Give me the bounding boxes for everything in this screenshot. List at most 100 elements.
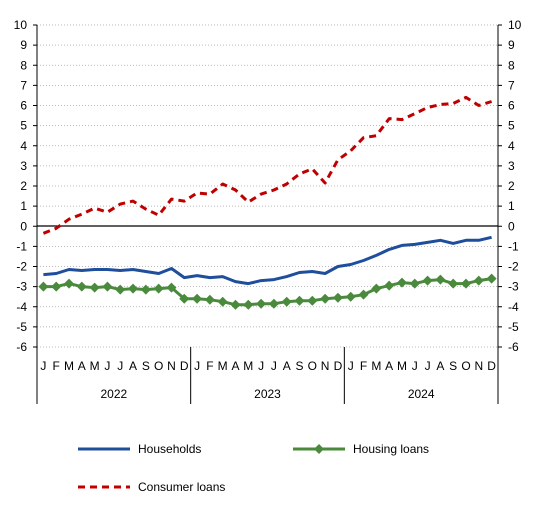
year-label: 2024 (408, 387, 435, 401)
y-tick-label-left: -1 (16, 239, 27, 253)
series-layer (38, 95, 497, 310)
housing-loans-marker (384, 280, 395, 291)
y-tick-label-right: -3 (508, 280, 519, 294)
y-tick-label-right: 0 (508, 219, 515, 233)
x-tick-label: D (487, 359, 496, 373)
legend-label-consumer-loans: Consumer loans (138, 480, 225, 494)
housing-loans-marker (204, 294, 215, 305)
x-tick-label: F (360, 359, 367, 373)
housing-loans-marker (409, 278, 420, 289)
housing-loans-marker (486, 273, 497, 284)
y-tick-label-left: 4 (20, 139, 27, 153)
y-tick-label-left: 8 (20, 58, 27, 72)
x-tick-label: M (218, 359, 228, 373)
housing-loans-marker (435, 274, 446, 285)
right-y-axis-ticks: -6 -5 -4 -3 -2 -1 0 1 2 3 4 5 6 7 8 9 10 (508, 18, 522, 354)
y-tick-label-left: 1 (20, 199, 27, 213)
x-tick-label: F (53, 359, 60, 373)
y-tick-label-left: 3 (20, 159, 27, 173)
y-tick-label-left: 6 (20, 99, 27, 113)
y-tick-label-left: 7 (20, 78, 27, 92)
housing-loans-marker (243, 299, 254, 310)
housing-loans-marker (460, 278, 471, 289)
housing-loans-marker (38, 281, 49, 292)
y-tick-label-right: 7 (508, 78, 515, 92)
y-tick-label-right: -1 (508, 239, 519, 253)
housing-loans-marker (358, 289, 369, 300)
housing-loans-marker (473, 275, 484, 286)
y-tick-label-right: 8 (508, 58, 515, 72)
y-tick-label-left: 5 (20, 119, 27, 133)
x-tick-label: J (348, 359, 354, 373)
housing-loans-marker (115, 284, 126, 295)
y-tick-label-right: 6 (508, 99, 515, 113)
legend: Households Housing loans Consumer loans (78, 442, 429, 494)
housing-loans-marker (230, 299, 241, 310)
housing-loans-line (43, 277, 492, 307)
housing-loans-marker (76, 281, 87, 292)
housing-loans-marker (64, 278, 75, 289)
housing-loans-marker (153, 283, 164, 294)
x-tick-label: J (104, 359, 110, 373)
y-tick-label-left: 2 (20, 179, 27, 193)
housing-loans-marker (128, 283, 139, 294)
x-tick-label: S (449, 359, 457, 373)
x-tick-label: O (154, 359, 163, 373)
x-tick-label: S (142, 359, 150, 373)
x-tick-label: M (64, 359, 74, 373)
y-tick-label-left: 9 (20, 38, 27, 52)
housing-loans-marker (422, 275, 433, 286)
housing-loans-marker (102, 281, 113, 292)
x-tick-label: O (461, 359, 470, 373)
x-tick-label: A (231, 359, 239, 373)
housing-loans-marker (217, 296, 228, 307)
x-tick-label: J (40, 359, 46, 373)
housing-loans-marker (294, 295, 305, 306)
x-tick-label: J (425, 359, 431, 373)
housing-loans-marker (307, 295, 318, 306)
housing-loans-marker (345, 291, 356, 302)
x-tick-label: J (271, 359, 277, 373)
y-tick-label-right: 5 (508, 119, 515, 133)
housing-loans-marker (396, 277, 407, 288)
x-tick-label: A (78, 359, 86, 373)
y-tick-label-right: -4 (508, 300, 519, 314)
x-tick-label: J (117, 359, 123, 373)
housing-loans-marker (371, 283, 382, 294)
y-tick-label-left: 10 (14, 18, 28, 32)
x-tick-label: M (243, 359, 253, 373)
y-tick-label-right: 10 (508, 18, 522, 32)
legend-marker-housing-loans (314, 444, 324, 454)
y-tick-label-left: 0 (20, 219, 27, 233)
legend-label-households: Households (138, 442, 201, 456)
y-tick-label-left: -3 (16, 280, 27, 294)
y-tick-label-right: 1 (508, 199, 515, 213)
legend-label-housing-loans: Housing loans (353, 442, 429, 456)
y-tick-label-left: -6 (16, 340, 27, 354)
axes (33, 24, 502, 404)
x-tick-label: M (397, 359, 407, 373)
housing-loans-marker (320, 293, 331, 304)
x-tick-label: M (90, 359, 100, 373)
housing-loans-marker (166, 282, 177, 293)
y-tick-label-right: 2 (508, 179, 515, 193)
x-tick-label: A (283, 359, 291, 373)
left-y-axis-ticks: -6 -5 -4 -3 -2 -1 0 1 2 3 4 5 6 7 8 9 10 (14, 18, 28, 354)
households-line (43, 235, 492, 286)
x-tick-label: A (385, 359, 393, 373)
x-tick-label: J (194, 359, 200, 373)
x-tick-label: A (129, 359, 137, 373)
y-tick-label-right: 3 (508, 159, 515, 173)
x-tick-label: D (180, 359, 189, 373)
x-tick-label: M (371, 359, 381, 373)
housing-loans-marker (51, 281, 62, 292)
consumer-loans-line (42, 95, 493, 235)
y-tick-label-right: 9 (508, 38, 515, 52)
housing-loans-marker (179, 293, 190, 304)
housing-loans-marker (448, 278, 459, 289)
x-tick-label: J (258, 359, 264, 373)
x-tick-label: D (334, 359, 343, 373)
y-tick-label-right: -6 (508, 340, 519, 354)
year-label: 2023 (254, 387, 281, 401)
y-tick-label-right: -2 (508, 260, 519, 274)
